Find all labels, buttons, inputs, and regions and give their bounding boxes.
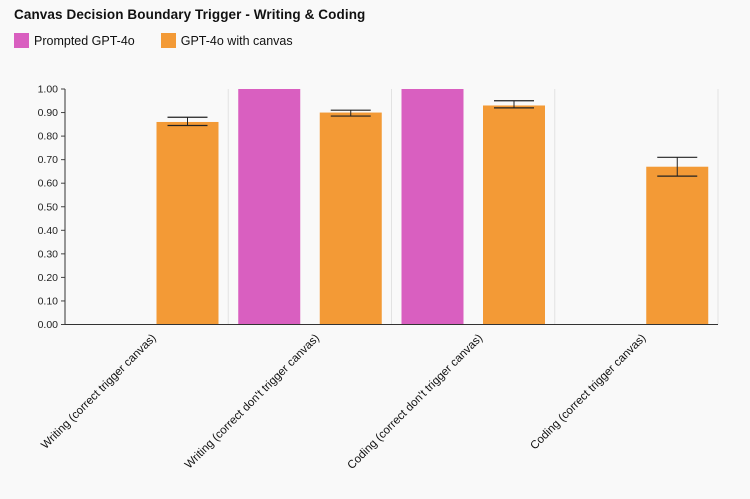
x-category-label: Writing (correct trigger canvas) (39, 332, 159, 452)
y-tick-label: 0.40 (38, 225, 59, 237)
chart-title: Canvas Decision Boundary Trigger - Writi… (14, 7, 366, 22)
y-tick-label: 1.00 (38, 84, 59, 96)
legend-label-prompted: Prompted GPT-4o (34, 33, 135, 48)
bar-canvas (319, 112, 382, 325)
bar-canvas (646, 166, 709, 325)
y-tick-label: 0.20 (38, 272, 59, 284)
legend-item-prompted: Prompted GPT-4o (14, 33, 135, 48)
y-tick-label: 0.10 (38, 295, 59, 307)
legend-label-canvas: GPT-4o with canvas (180, 33, 293, 48)
y-tick-label: 0.00 (38, 319, 59, 331)
legend: Prompted GPT-4o GPT-4o with canvas (14, 33, 319, 48)
y-tick-label: 0.90 (38, 107, 59, 119)
y-tick-label: 0.50 (38, 201, 59, 213)
y-tick-label: 0.60 (38, 178, 59, 190)
y-tick-label: 0.70 (38, 154, 59, 166)
x-category-label: Writing (correct don't trigger canvas) (183, 332, 322, 471)
bar-canvas (483, 105, 545, 325)
bar-canvas (156, 121, 219, 325)
y-tick-label: 0.80 (38, 131, 59, 143)
legend-swatch-prompted (14, 33, 29, 48)
x-category-label: Coding (correct don't trigger canvas) (345, 332, 485, 472)
x-category-label: Coding (correct trigger canvas) (528, 332, 648, 452)
legend-swatch-canvas (160, 33, 176, 48)
y-tick-label: 0.30 (38, 248, 59, 260)
legend-item-canvas: GPT-4o with canvas (160, 33, 293, 48)
bar-prompted (238, 89, 301, 325)
bar-prompted (401, 89, 464, 325)
